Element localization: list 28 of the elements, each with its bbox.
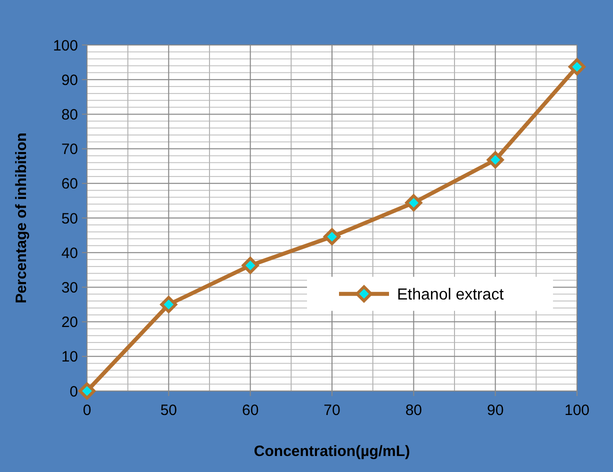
y-tick-label: 20 — [61, 314, 78, 332]
x-tick-label: 50 — [160, 402, 178, 419]
y-tick-label: 100 — [52, 37, 78, 54]
point — [486, 151, 504, 168]
point — [160, 296, 178, 313]
y-tick-label: 10 — [61, 348, 78, 366]
x-axis-title: Concentration(µg/mL) — [254, 443, 410, 460]
y-tick-label: 80 — [61, 106, 78, 124]
y-tick-label: 70 — [61, 141, 78, 158]
y-tick-label: 90 — [61, 72, 78, 89]
x-tick-label: 90 — [486, 402, 504, 419]
y-tick-label: 50 — [61, 210, 78, 228]
point — [405, 194, 422, 212]
y-tick-label: 30 — [61, 279, 78, 296]
point — [78, 382, 96, 400]
x-tick-label: 0 — [82, 402, 92, 419]
x-tick-label: 70 — [324, 402, 340, 419]
x-tick-label: 60 — [242, 402, 259, 419]
y-tick-label: 0 — [70, 383, 78, 400]
point — [568, 58, 586, 76]
point — [324, 228, 340, 246]
legend-label: Ethanol extract — [397, 286, 504, 304]
y-axis-title: Percentage of inhibition — [13, 132, 30, 304]
point — [242, 256, 259, 274]
x-tick-label: 80 — [405, 402, 422, 419]
y-tick-label: 60 — [61, 176, 78, 193]
x-tick-label: 100 — [564, 402, 590, 419]
y-tick-label: 40 — [61, 244, 78, 262]
